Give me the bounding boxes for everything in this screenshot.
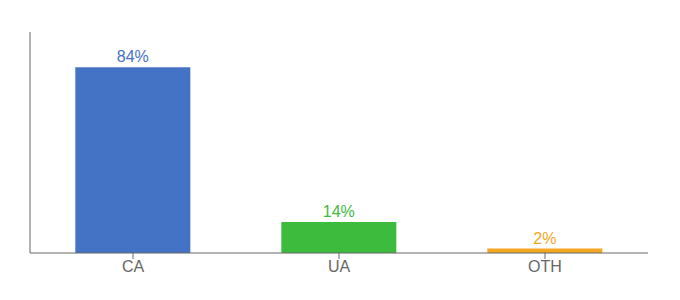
- svg-text:14%: 14%: [323, 203, 355, 220]
- svg-text:84%: 84%: [117, 48, 149, 65]
- svg-text:2%: 2%: [533, 230, 556, 247]
- svg-text:CA: CA: [122, 258, 145, 275]
- svg-text:OTH: OTH: [528, 258, 562, 275]
- svg-text:UA: UA: [328, 258, 351, 275]
